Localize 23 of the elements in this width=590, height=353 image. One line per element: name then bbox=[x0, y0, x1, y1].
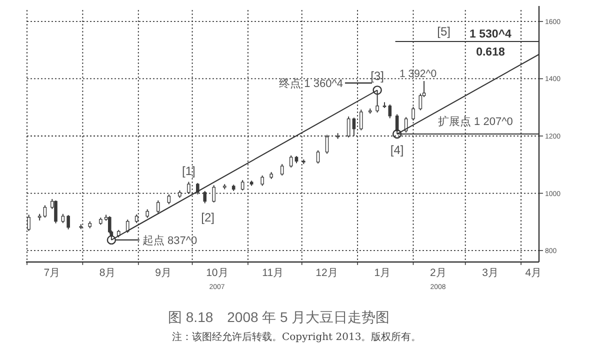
x-tick-label: 11月 bbox=[262, 267, 284, 279]
annotation: 终点 1 360^4 bbox=[279, 77, 343, 90]
annotation: 1 530^4 bbox=[470, 28, 512, 40]
x-tick-label: 2月 bbox=[430, 267, 447, 279]
x-tick-label: 10月 bbox=[206, 267, 229, 279]
x-tick-label: 9月 bbox=[155, 267, 172, 279]
text: 注：该图经允许后转载。Copyright 2013。版权所有。 bbox=[172, 331, 422, 343]
x-tick-label: 1月 bbox=[374, 267, 392, 279]
x-tick-label: 3月 bbox=[482, 267, 499, 279]
annotation: 0.618 bbox=[476, 46, 506, 58]
text: 图 8.18 2008 年 5 月大豆日走势图 bbox=[168, 309, 390, 325]
annotation: [5] bbox=[437, 24, 450, 38]
annotation: 1 392^0 bbox=[400, 68, 437, 80]
x-tick-label: 12月 bbox=[316, 267, 338, 279]
annotation: [2] bbox=[201, 210, 215, 224]
annotation: [4] bbox=[390, 142, 404, 157]
annotation: 起点 837^0 bbox=[142, 234, 198, 247]
annotation: 扩展点 1 207^0 bbox=[438, 115, 513, 128]
annotation: [3] bbox=[370, 69, 384, 84]
x-tick-label: 7月 bbox=[44, 267, 61, 279]
annotation: [1] bbox=[182, 164, 196, 178]
x-tick-label: 4月 bbox=[525, 267, 542, 279]
x-tick-label: 8月 bbox=[99, 267, 116, 279]
